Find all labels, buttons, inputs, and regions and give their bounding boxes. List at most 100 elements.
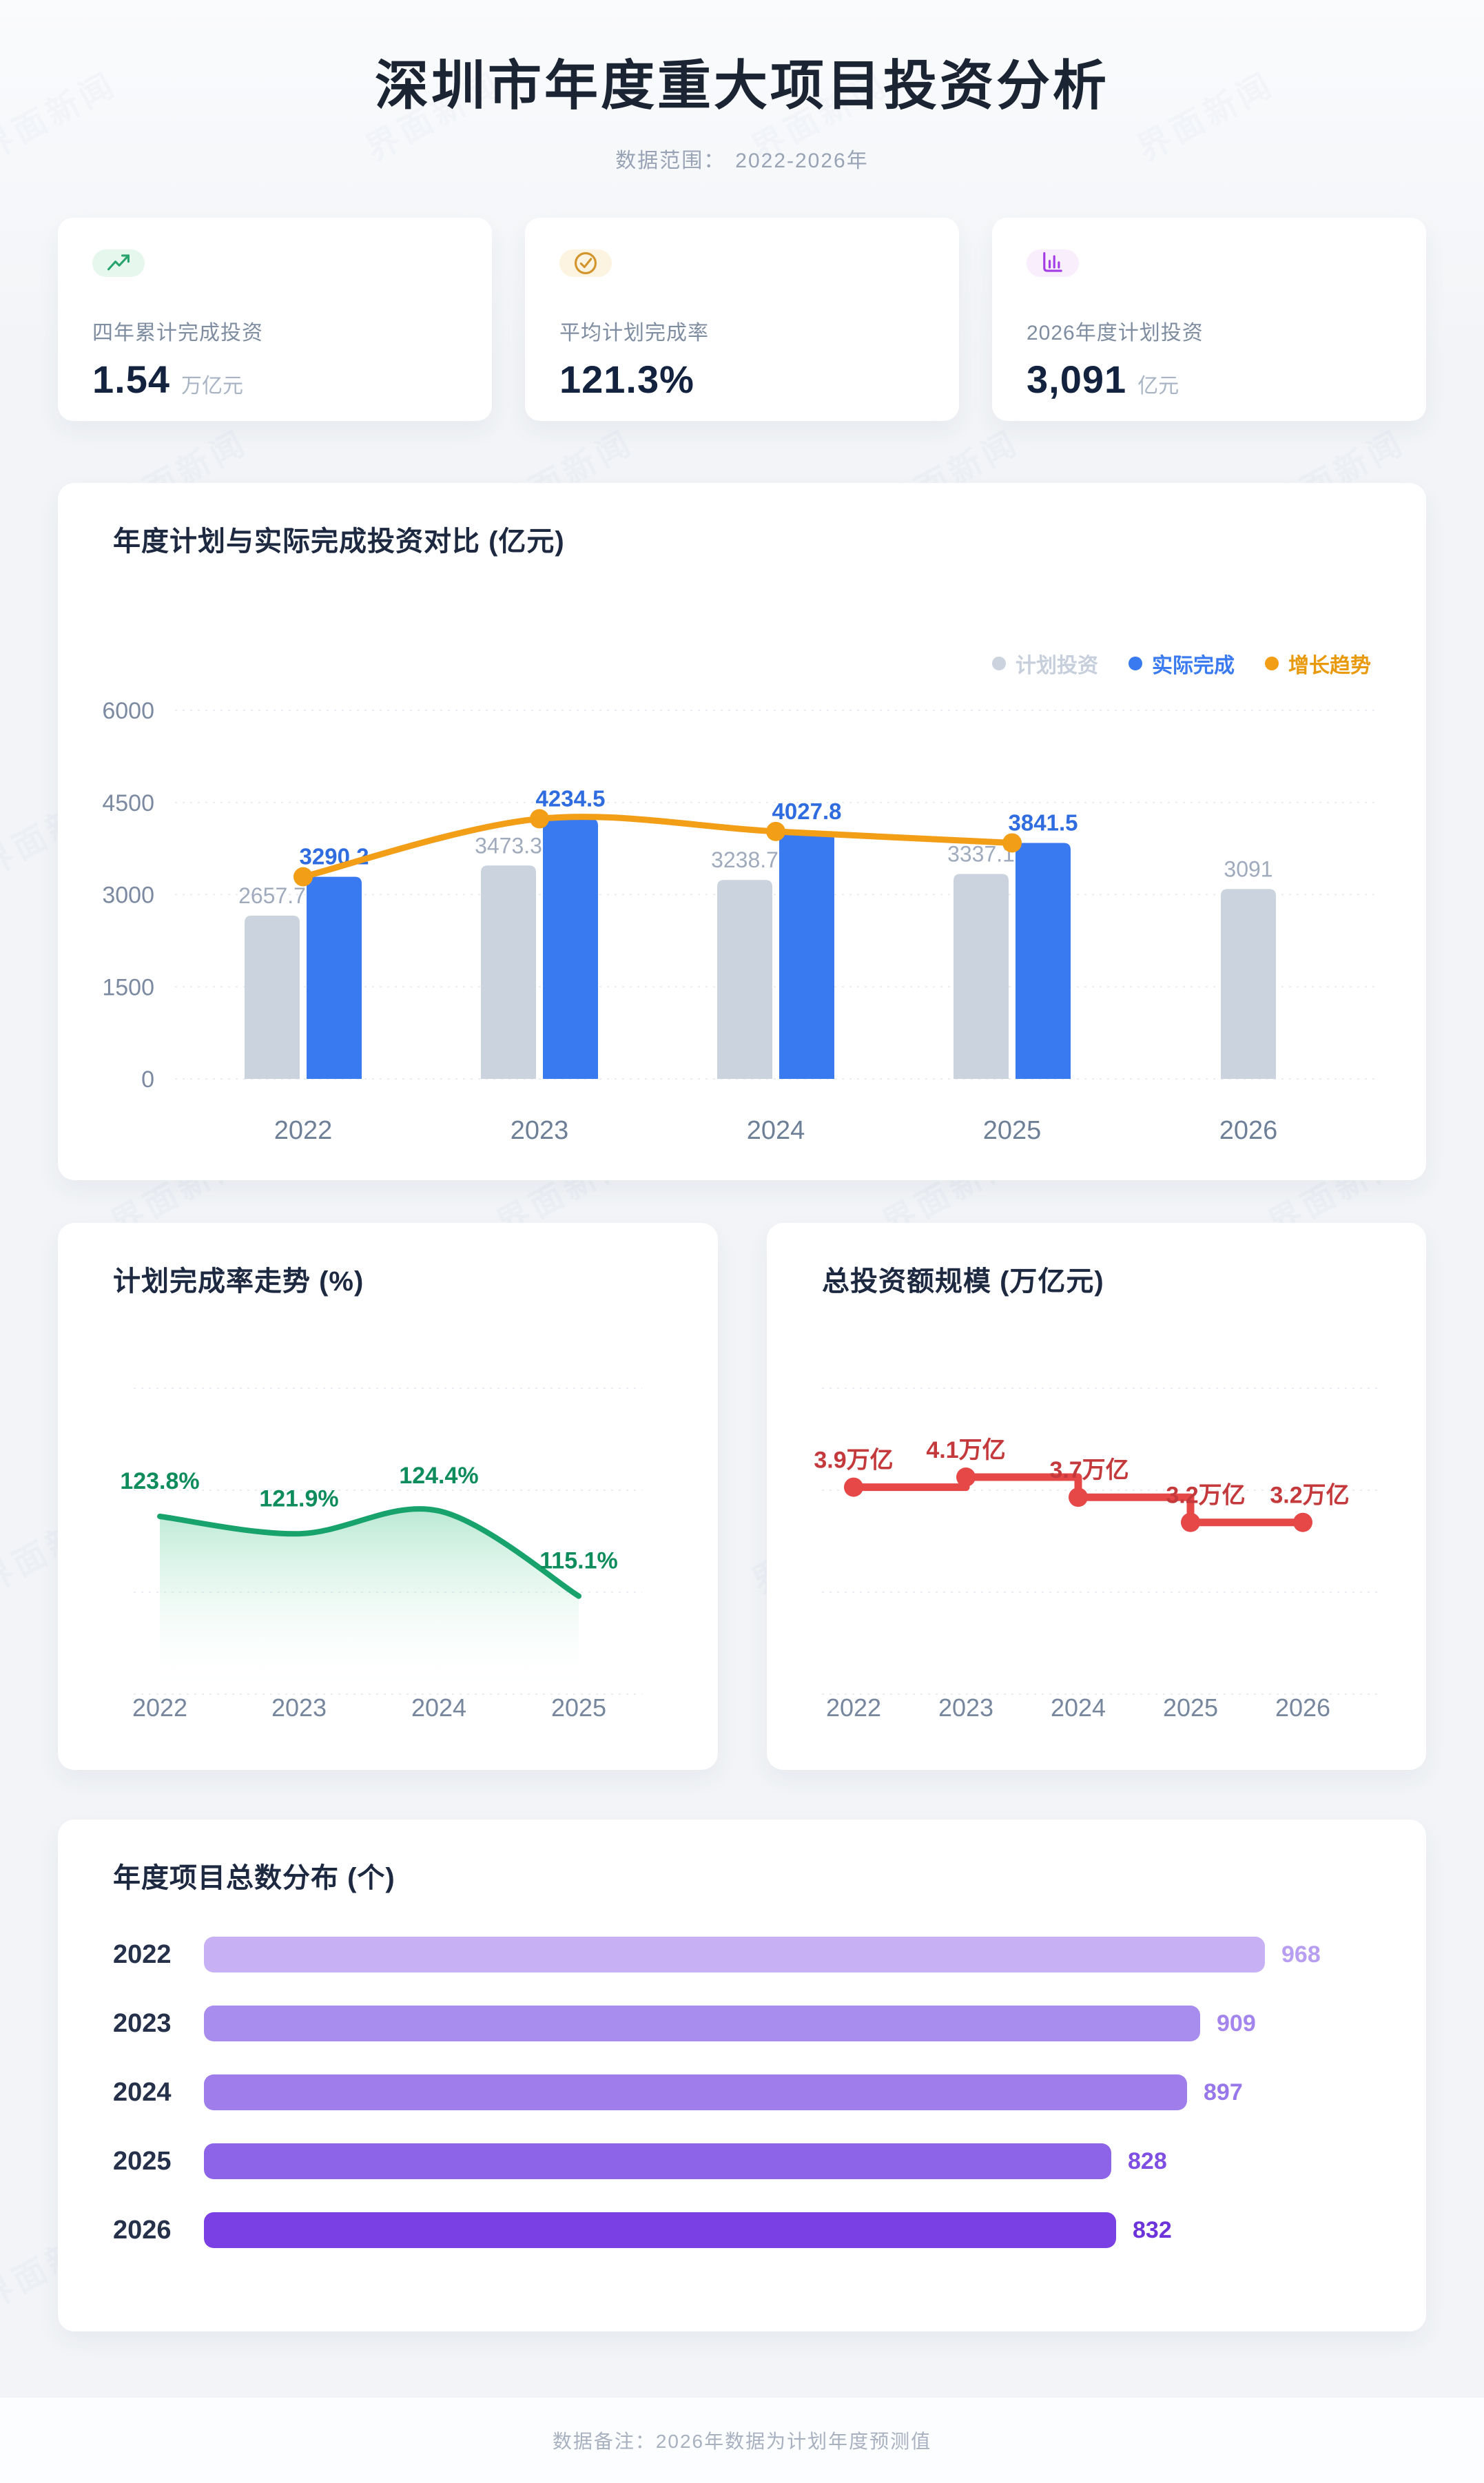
step-point — [1069, 1487, 1088, 1507]
middle-row: 计划完成率走势 (%) 123.8% 121.9% 124.4% 115.1% 2022… — [58, 1223, 1426, 1770]
rate-point-label: 124.4% — [399, 1463, 478, 1489]
stats-row: 四年累计完成投资 1.54 万亿元 平均计划完成率 121.3% — [58, 218, 1426, 421]
step-point-label: 3.2万亿 — [1270, 1483, 1349, 1509]
y-axis-tick: 0 — [141, 1067, 154, 1093]
bar-track: 968 — [204, 1937, 1321, 1972]
planned-bar — [481, 865, 536, 1079]
area-fill — [160, 1509, 579, 1693]
x-axis-tick: 2026 — [1275, 1693, 1330, 1722]
actual-bar-label: 4234.5 — [536, 785, 606, 811]
legend-item: 实际完成 — [1129, 648, 1235, 679]
bar-track: 832 — [204, 2212, 1286, 2248]
actual-bar — [779, 831, 834, 1079]
trend-line — [300, 814, 1016, 880]
project-count-row: 2024 897 — [113, 2074, 1371, 2110]
planned-bar — [1221, 889, 1276, 1079]
project-count-value: 828 — [1128, 2148, 1167, 2174]
bar-chart-icon — [1027, 249, 1079, 277]
legend-item: 增长趋势 — [1265, 648, 1371, 679]
grouped-bar-chart: 0 1500 3000 4500 6000 2022 2023 2024 2025 2026 265… — [102, 698, 1378, 1145]
chart-title-plan-vs-actual: 年度计划与实际完成投资对比 (亿元) — [113, 526, 565, 557]
stat-value: 3,091 — [1027, 358, 1127, 401]
project-count-value: 909 — [1217, 2010, 1256, 2037]
x-axis-tick: 2025 — [551, 1693, 606, 1722]
step-point — [1181, 1512, 1200, 1532]
x-axis-tick: 2022 — [132, 1693, 187, 1722]
step-point-label: 3.2万亿 — [1166, 1483, 1245, 1509]
date-range-value: 2022-2026年 — [735, 150, 869, 172]
planned-bar-label: 3473.3 — [475, 833, 542, 858]
x-axis-tick: 2022 — [274, 1116, 333, 1145]
bar-track: 909 — [204, 2006, 1286, 2041]
row-year-label: 2024 — [113, 2077, 172, 2107]
legend-dot — [992, 657, 1006, 670]
project-count-row: 2026 832 — [113, 2212, 1371, 2248]
step-point-label: 4.1万亿 — [926, 1437, 1005, 1463]
x-axis-tick: 2023 — [938, 1693, 993, 1722]
bar-track: 828 — [204, 2143, 1286, 2179]
x-axis-tick: 2024 — [1051, 1693, 1106, 1722]
step-point — [956, 1467, 976, 1487]
legend-label: 实际完成 — [1152, 655, 1235, 677]
project-count-value: 897 — [1204, 2079, 1243, 2105]
page-title: 深圳市年度重大项目投资分析 — [374, 55, 1109, 116]
stat-label: 2026年度计划投资 — [1027, 322, 1204, 344]
step-point-label: 3.7万亿 — [1049, 1457, 1129, 1483]
check-circle-icon — [559, 249, 612, 277]
horizontal-bar-chart: 2022 968 2023 909 2024 897 2025 828 2026 832 — [113, 1937, 1371, 2281]
rate-point-label: 123.8% — [120, 1468, 199, 1494]
date-range: 数据范围： 2022-2026年 — [0, 143, 1484, 174]
stat-card-cumulative-investment: 四年累计完成投资 1.54 万亿元 — [58, 218, 492, 421]
stat-card-2026-plan-investment: 2026年度计划投资 3,091 亿元 — [992, 218, 1426, 421]
y-axis-tick: 1500 — [102, 974, 154, 1000]
card-project-count: 年度项目总数分布 (个) 2022 968 2023 909 2024 897 2025 82… — [58, 1820, 1426, 2331]
project-count-value: 968 — [1281, 1941, 1321, 1968]
x-axis-tick: 2026 — [1219, 1116, 1278, 1145]
bar-track: 897 — [204, 2074, 1286, 2110]
date-range-label: 数据范围： — [615, 150, 726, 172]
legend-dot — [1265, 657, 1279, 670]
trend-point — [530, 809, 549, 829]
area-line-chart: 123.8% 121.9% 124.4% 115.1% 2022 2023 2024 2025 — [120, 1388, 642, 1722]
row-year-label: 2023 — [113, 2008, 172, 2038]
x-axis-tick: 2025 — [1163, 1693, 1218, 1722]
x-axis-tick: 2025 — [983, 1116, 1042, 1145]
project-count-bar — [204, 2143, 1111, 2179]
x-axis-tick: 2024 — [411, 1693, 466, 1722]
legend-label: 增长趋势 — [1288, 655, 1371, 677]
rate-line — [157, 1506, 581, 1599]
planned-bar-label: 3091 — [1224, 856, 1272, 881]
footer-note: 数据备注：2026年数据为计划年度预测值 — [552, 2431, 932, 2452]
trending-up-icon — [92, 249, 145, 277]
x-axis-tick: 2023 — [271, 1693, 327, 1722]
actual-bar — [307, 876, 362, 1079]
planned-bar-label: 3238.7 — [711, 847, 779, 872]
actual-bar — [543, 818, 598, 1079]
project-count-row: 2022 968 — [113, 1937, 1371, 1972]
step-point — [844, 1477, 863, 1497]
stat-unit: 亿元 — [1137, 375, 1179, 398]
project-count-bar — [204, 2074, 1187, 2110]
rate-point-label: 121.9% — [259, 1485, 338, 1512]
stat-value: 1.54 — [92, 358, 170, 401]
stat-value: 121.3% — [559, 358, 694, 401]
planned-bar — [245, 916, 300, 1079]
chart-title-total-investment: 总投资额规模 (万亿元) — [822, 1266, 1104, 1297]
legend-dot — [1129, 657, 1142, 670]
y-axis-tick: 3000 — [102, 883, 154, 909]
step-point — [1293, 1512, 1312, 1532]
planned-bar-label: 2657.7 — [238, 883, 306, 908]
chart-title-project-count: 年度项目总数分布 (个) — [113, 1863, 395, 1893]
planned-bar — [717, 880, 772, 1079]
stat-card-avg-completion-rate: 平均计划完成率 121.3% — [525, 218, 959, 421]
trend-point — [766, 821, 785, 841]
stat-label: 四年累计完成投资 — [92, 322, 263, 344]
card-total-investment: 总投资额规模 (万亿元) 3.9万亿 4.1万亿 3.7万亿 3.2万亿 3.2万亿 20… — [767, 1223, 1426, 1770]
y-axis-tick: 6000 — [102, 698, 154, 724]
row-year-label: 2025 — [113, 2146, 172, 2176]
project-count-row: 2023 909 — [113, 2006, 1371, 2041]
row-year-label: 2026 — [113, 2215, 172, 2245]
x-axis-tick: 2022 — [826, 1693, 881, 1722]
page-header: 深圳市年度重大项目投资分析 数据范围： 2022-2026年 — [0, 0, 1484, 174]
